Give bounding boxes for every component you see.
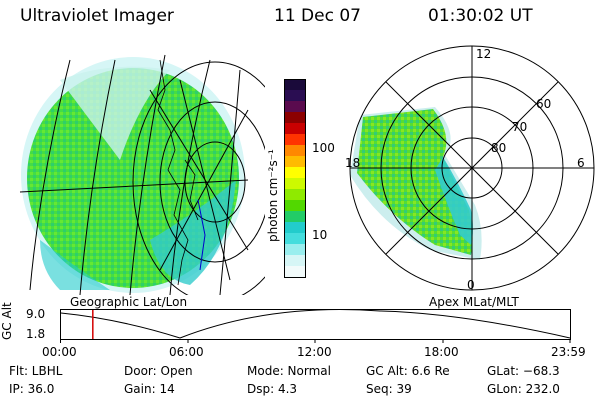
mlat-label-60: 60 [536, 97, 552, 111]
info-glon: GLon: 232.0 [487, 382, 560, 396]
altitude-axis-label: GC Alt [0, 302, 14, 340]
colorbar-segment [284, 79, 306, 91]
altitude-plot [60, 309, 571, 343]
info-glat: GLat: −68.3 [487, 364, 560, 378]
colorbar-segment [284, 90, 306, 102]
colorbar-segment [284, 255, 306, 267]
colorbar-segment [284, 123, 306, 135]
colorbar-segment [284, 134, 306, 146]
geographic-image [19, 54, 265, 295]
colorbar-segment [284, 233, 306, 245]
mlt-label-12: 12 [476, 47, 492, 61]
image-date: 11 Dec 07 [274, 6, 361, 26]
mlt-label-6: 6 [577, 156, 585, 170]
mlat-label-80: 80 [491, 141, 507, 155]
mlt-label-18: 18 [345, 156, 361, 170]
mlat-label-70: 70 [512, 120, 528, 134]
colorbar-segment [284, 222, 306, 234]
instrument-title: Ultraviolet Imager [20, 6, 174, 26]
info-seq: Seq: 39 [366, 382, 412, 396]
colorbar [284, 79, 306, 278]
colorbar-segment [284, 200, 306, 212]
colorbar-segment [284, 112, 306, 124]
info-mode: Mode: Normal [247, 364, 331, 378]
info-ip: IP: 36.0 [9, 382, 55, 396]
colorbar-unit-label: photon cm⁻²s⁻¹ [266, 149, 280, 242]
mlt-label-0: 0 [467, 278, 475, 292]
apex-caption: Apex MLat/MLT [429, 295, 519, 309]
colorbar-segment [284, 156, 306, 168]
geographic-caption: Geographic Lat/Lon [70, 295, 188, 309]
colorbar-tick-100: 100 [312, 141, 335, 155]
time-tick-2: 12:00 [297, 345, 332, 359]
colorbar-tick-10: 10 [312, 228, 328, 242]
time-tick-0: 00:00 [42, 345, 77, 359]
info-gain: Gain: 14 [124, 382, 175, 396]
info-gc-alt: GC Alt: 6.6 Re [366, 364, 450, 378]
altitude-tick-high: 9.0 [26, 307, 46, 321]
time-tick-1: 06:00 [169, 345, 204, 359]
info-door: Door: Open [124, 364, 193, 378]
colorbar-segment [284, 211, 306, 223]
image-time: 01:30:02 UT [428, 6, 533, 26]
time-tick-4: 23:59 [551, 345, 586, 359]
info-dsp: Dsp: 4.3 [247, 382, 298, 396]
info-filter: Flt: LBHL [9, 364, 63, 378]
colorbar-segment [284, 101, 306, 113]
altitude-tick-low: 1.8 [26, 327, 46, 341]
colorbar-segment [284, 178, 306, 190]
colorbar-segment [284, 244, 306, 256]
colorbar-segment [284, 145, 306, 157]
apex-polar-plot [349, 45, 595, 291]
time-tick-3: 18:00 [424, 345, 459, 359]
colorbar-segment [284, 266, 306, 278]
colorbar-segment [284, 167, 306, 179]
colorbar-segment [284, 189, 306, 201]
